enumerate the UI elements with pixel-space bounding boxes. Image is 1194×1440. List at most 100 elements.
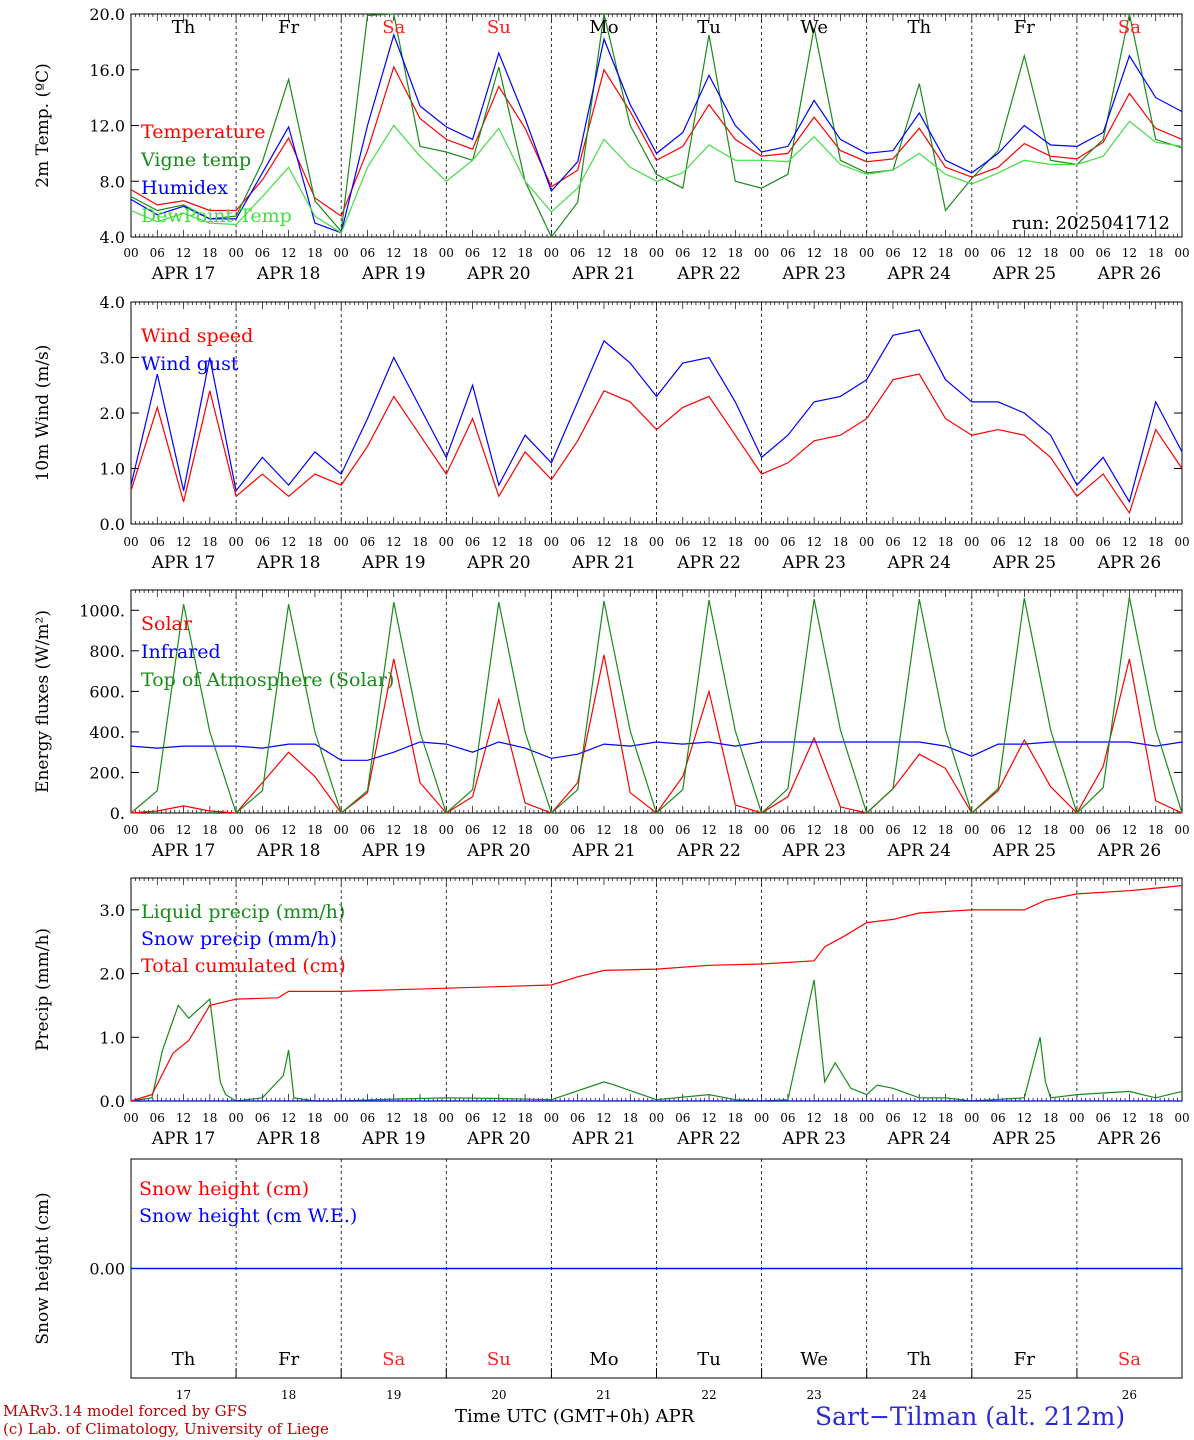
hour-label: 06	[360, 246, 375, 260]
hour-label: 18	[623, 823, 638, 837]
day-number-label: 18	[281, 1388, 296, 1402]
date-label: APR 22	[676, 841, 741, 861]
hour-label: 00	[754, 535, 769, 549]
series-line-wind-gust	[130, 329, 1183, 504]
y-tick-label: 2.0	[100, 404, 125, 423]
plot-frame	[130, 589, 1183, 814]
weekday-label: Fr	[1014, 1349, 1035, 1370]
hour-label: 18	[623, 535, 638, 549]
x-axis-title: Time UTC (GMT+0h) APR	[455, 1406, 694, 1427]
hour-label: 00	[964, 1111, 979, 1125]
legend-entry: Wind speed	[141, 325, 253, 347]
hour-label: 18	[412, 246, 427, 260]
date-label: APR 23	[781, 1129, 846, 1149]
y-tick-label: 0.0	[100, 515, 125, 534]
y-axis-label: Precip (mm/h)	[33, 928, 53, 1051]
date-label: APR 25	[992, 1129, 1057, 1149]
weekday-label: Th	[907, 17, 931, 38]
hour-label: 12	[701, 535, 716, 549]
hour-label: 12	[807, 246, 822, 260]
series-line-liquid-precip-mm-h-	[130, 979, 1183, 1102]
date-label: APR 20	[466, 264, 531, 284]
hour-label: 12	[1122, 1111, 1137, 1125]
date-label: APR 17	[151, 841, 216, 861]
weekday-label: Sa	[382, 1349, 405, 1370]
hour-label: 00	[649, 535, 664, 549]
hour-label: 00	[1069, 535, 1084, 549]
hour-label: 12	[807, 535, 822, 549]
hour-label: 06	[885, 246, 900, 260]
hour-label: 18	[833, 246, 848, 260]
legend-entry: Liquid precip (mm/h)	[141, 901, 345, 923]
date-label: APR 17	[151, 1129, 216, 1149]
series-line-humidex	[130, 32, 1183, 234]
hour-label: 06	[780, 535, 795, 549]
hour-label: 18	[728, 246, 743, 260]
legend-entry: Vigne temp	[140, 149, 251, 171]
hour-label: 12	[701, 823, 716, 837]
hour-label: 12	[596, 1111, 611, 1125]
date-label: APR 17	[151, 264, 216, 284]
hour-label: 00	[649, 823, 664, 837]
y-tick-label: 8.0	[100, 172, 125, 191]
legend-entry: Top of Atmosphere (Solar)	[141, 669, 394, 691]
hour-label: 18	[623, 246, 638, 260]
hour-label: 00	[1069, 1111, 1084, 1125]
y-tick-label: 1.0	[100, 460, 125, 479]
day-number-label: 26	[1122, 1388, 1137, 1402]
legend-entry: Temperature	[141, 121, 265, 143]
hour-label: 00	[1174, 535, 1189, 549]
hour-label: 06	[675, 823, 690, 837]
hour-label: 12	[386, 246, 401, 260]
hour-label: 12	[1017, 1111, 1032, 1125]
y-tick-label: 12.0	[89, 117, 125, 136]
date-label: APR 25	[992, 841, 1057, 861]
hour-label: 12	[1122, 823, 1137, 837]
series-line-top-of-atmosphere-solar-	[130, 596, 1183, 815]
day-number-label: 24	[912, 1388, 928, 1402]
hour-label: 00	[544, 823, 559, 837]
panel-4: 0.0 1.0 2.0 3.0 Precip (mm/h) Liquid precip (…	[33, 877, 1190, 1149]
date-label: APR 23	[781, 841, 846, 861]
hour-label: 12	[491, 246, 506, 260]
hour-label: 12	[491, 823, 506, 837]
hour-label: 00	[964, 246, 979, 260]
hour-label: 00	[334, 823, 349, 837]
y-tick-label: 600.	[89, 682, 125, 701]
series-line-temperature	[130, 65, 1183, 218]
date-label: APR 26	[1097, 841, 1162, 861]
date-label: APR 22	[676, 1129, 741, 1149]
date-label: APR 25	[992, 264, 1057, 284]
weekday-label: Th	[907, 1349, 931, 1370]
date-label: APR 26	[1097, 1129, 1162, 1149]
y-tick-label: 2.0	[100, 965, 125, 984]
copyright-label: (c) Lab. of Climatology, University of L…	[3, 1420, 329, 1438]
hour-label: 06	[360, 535, 375, 549]
hour-label: 18	[1043, 535, 1058, 549]
date-label: APR 18	[256, 264, 321, 284]
run-label: run: 2025041712	[1012, 213, 1170, 234]
date-label: APR 21	[571, 1129, 636, 1149]
weekday-label: Sa	[1118, 17, 1141, 38]
hour-label: 12	[281, 535, 296, 549]
hour-label: 00	[964, 823, 979, 837]
hour-label: 06	[1096, 246, 1111, 260]
hour-label: 18	[1043, 246, 1058, 260]
day-number-label: 20	[491, 1388, 506, 1402]
weekday-label: Fr	[278, 1349, 299, 1370]
hour-label: 12	[596, 246, 611, 260]
hour-label: 00	[544, 1111, 559, 1125]
hour-label: 06	[780, 823, 795, 837]
hour-label: 12	[912, 1111, 927, 1125]
hour-label: 12	[1122, 535, 1137, 549]
hour-label: 12	[386, 535, 401, 549]
hour-label: 06	[150, 535, 165, 549]
hour-label: 00	[1174, 1111, 1189, 1125]
hour-label: 06	[1096, 1111, 1111, 1125]
hour-label: 00	[228, 1111, 243, 1125]
hour-label: 00	[859, 1111, 874, 1125]
y-axis-label: Energy fluxes (W/m²)	[33, 610, 53, 793]
hour-label: 06	[1096, 823, 1111, 837]
hour-label: 00	[334, 246, 349, 260]
hour-label: 00	[1174, 823, 1189, 837]
